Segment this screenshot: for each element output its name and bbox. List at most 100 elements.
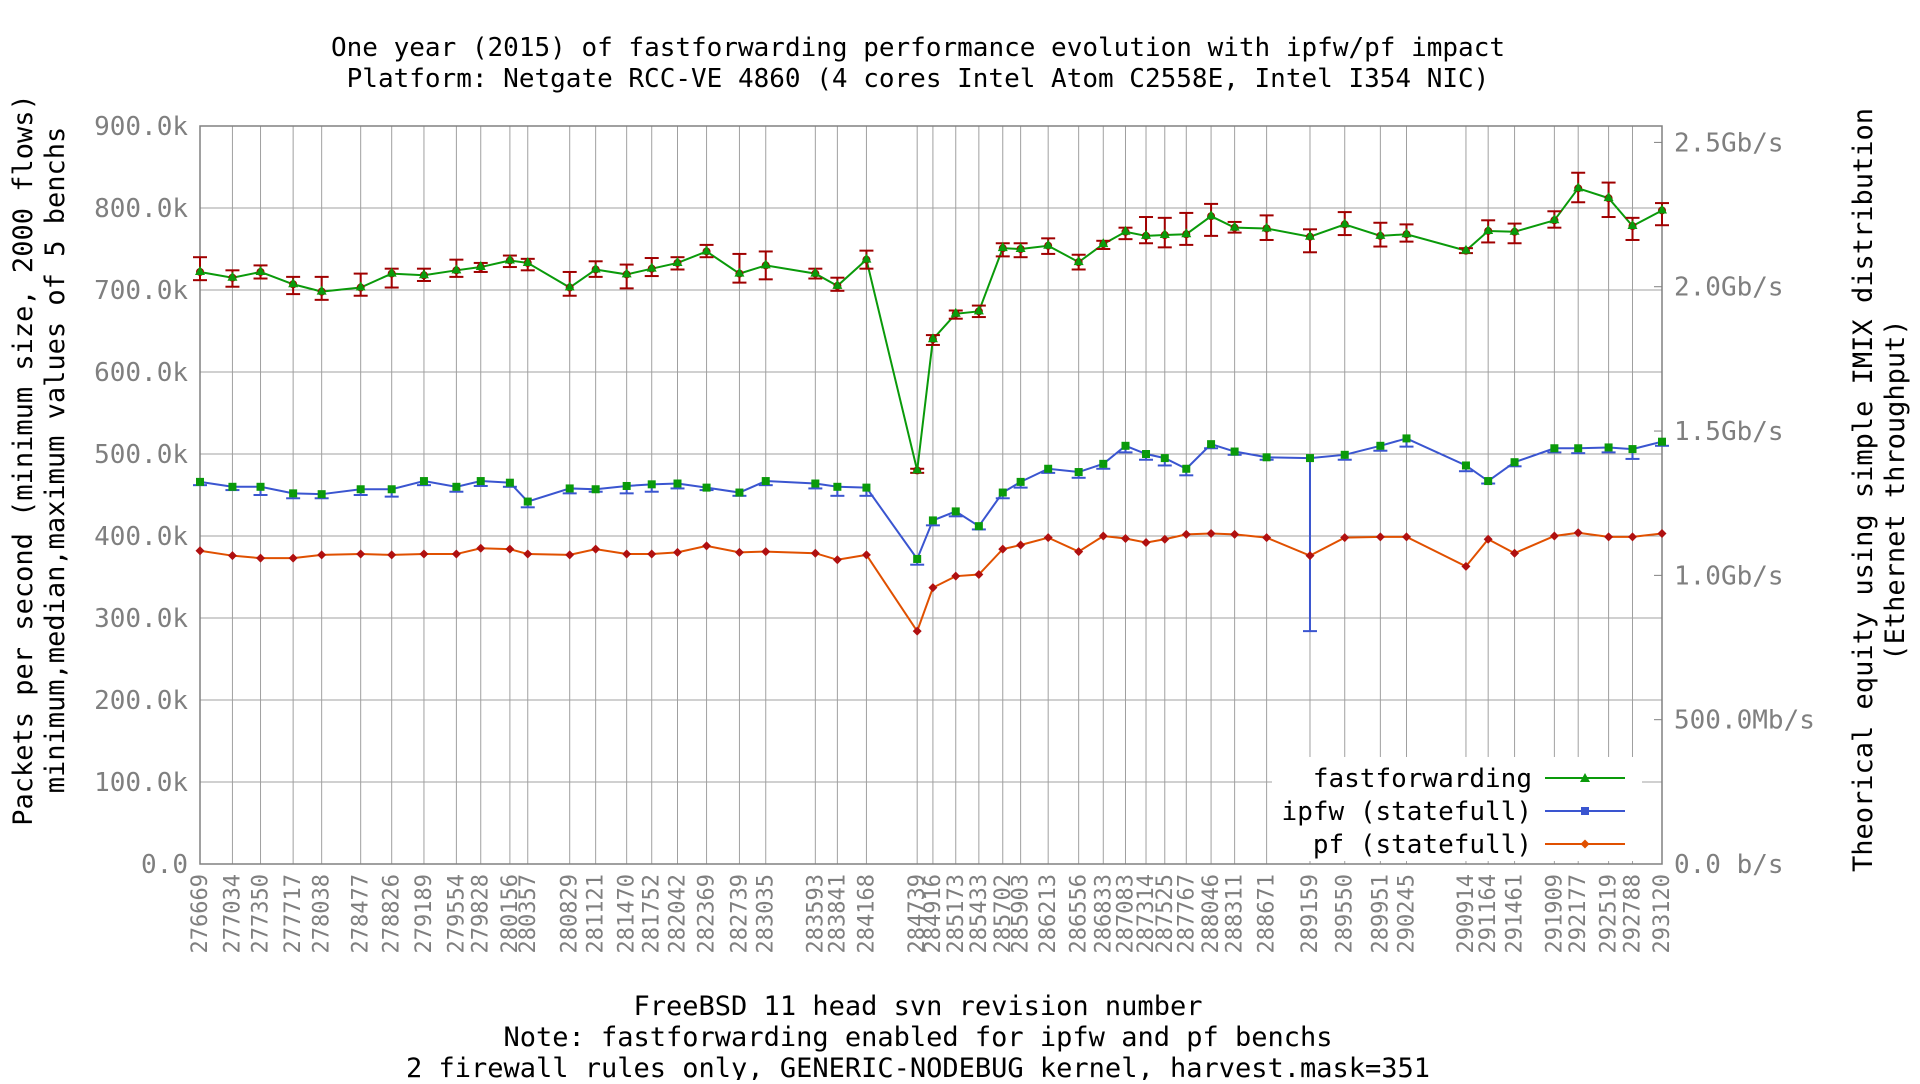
point-fastforwarding-marker <box>504 254 515 264</box>
point-fastforwarding-marker <box>522 256 533 266</box>
x-tick-label: 276669 <box>188 874 213 953</box>
y2-tick-label: 500.0Mb/s <box>1674 706 1815 736</box>
point-fastforwarding-marker <box>1509 225 1520 235</box>
point-fastforwarding-marker <box>701 245 712 255</box>
x-tick-label: 278477 <box>349 874 374 953</box>
x-tick-label: 291164 <box>1476 874 1501 953</box>
x-axis-title-line-2: Note: fastforwarding enabled for ipfw an… <box>503 1022 1332 1053</box>
y-tick-label: 600.0k <box>94 358 188 388</box>
point-pf <box>288 553 298 563</box>
x-tick-label: 282739 <box>727 874 752 953</box>
y-tick-label: 900.0k <box>94 112 188 142</box>
point-fastforwarding-marker <box>1206 210 1217 220</box>
point-pf <box>672 547 682 557</box>
point-pf <box>1230 529 1240 539</box>
point-fastforwarding-marker <box>316 285 327 295</box>
point-ipfw <box>1099 459 1108 468</box>
point-fastforwarding-marker <box>195 265 205 275</box>
x-tick-label: 288311 <box>1223 874 1248 953</box>
point-ipfw <box>811 479 820 488</box>
x-tick-label: 289159 <box>1298 874 1323 953</box>
x-axis-title-line-3: 2 firewall rules only, GENERIC-NODEBUG k… <box>406 1053 1430 1080</box>
series-line-fastforwarding <box>199 187 1663 471</box>
point-pf <box>195 546 205 556</box>
point-fastforwarding-marker <box>1229 221 1240 231</box>
point-fastforwarding-marker <box>1549 214 1560 224</box>
y-tick-label: 100.0k <box>94 768 188 798</box>
point-ipfw <box>951 507 960 516</box>
y-tick-label: 500.0k <box>94 440 188 470</box>
point-fastforwarding-marker <box>451 264 462 274</box>
point-ipfw <box>565 484 574 493</box>
x-tick-label: 279828 <box>469 874 494 953</box>
point-fastforwarding-marker <box>760 259 771 269</box>
point-pf <box>1043 533 1053 543</box>
x-tick-label: 287525 <box>1153 874 1178 953</box>
point-fastforwarding-marker <box>1375 229 1386 239</box>
point-pf <box>734 547 744 557</box>
x-tick-label: 284739 <box>905 874 930 953</box>
point-pf <box>1181 529 1191 539</box>
point-pf <box>1120 533 1130 543</box>
point-pf <box>1549 531 1559 541</box>
series-line-pf <box>199 531 1663 634</box>
x-tick-label: 286213 <box>1036 874 1061 953</box>
y2-axis-title-line-1: Theorical equity using simple IMIX distr… <box>1848 108 1879 872</box>
point-fastforwarding-marker <box>973 305 984 315</box>
point-fastforwarding-marker <box>227 271 238 281</box>
point-ipfw <box>1160 454 1169 463</box>
point-pf <box>1657 529 1667 539</box>
point-fastforwarding-marker <box>386 267 397 277</box>
point-pf <box>1573 528 1583 538</box>
x-tick-label: 282042 <box>665 874 690 953</box>
point-ipfw <box>1461 461 1470 470</box>
x-axis-title-line-1: FreeBSD 11 head svn revision number <box>634 991 1203 1022</box>
y-tick-label: 800.0k <box>94 194 188 224</box>
point-ipfw <box>505 478 514 487</box>
point-pf <box>523 549 533 559</box>
point-ipfw <box>256 482 265 491</box>
point-fastforwarding-marker <box>1573 182 1584 192</box>
series-ipfw <box>193 434 1669 633</box>
point-pf <box>317 550 327 560</box>
y-tick-label: 0.0 <box>141 850 188 880</box>
point-fastforwarding-marker <box>564 281 575 291</box>
point-ipfw <box>1340 450 1349 459</box>
point-pf <box>810 548 820 558</box>
point-fastforwarding-marker <box>950 307 961 317</box>
point-fastforwarding-marker <box>1339 218 1350 228</box>
x-tick-label: 291461 <box>1503 874 1528 953</box>
point-fastforwarding-marker <box>1657 204 1667 214</box>
point-pf <box>1206 529 1216 539</box>
y2-tick-label: 1.0Gb/s <box>1674 561 1784 591</box>
point-fastforwarding-marker <box>1120 225 1131 235</box>
point-pf <box>1510 548 1520 558</box>
y-axis-title-line-2: minimum,median,maximum values of 5 bench… <box>40 127 71 793</box>
point-pf <box>1141 538 1151 548</box>
point-ipfw <box>387 485 396 494</box>
legend-marker-ipfw <box>1581 807 1589 815</box>
x-tick-label: 281752 <box>640 874 665 953</box>
point-ipfw <box>1305 454 1314 463</box>
point-pf <box>861 550 871 560</box>
x-tick-label: 287767 <box>1174 874 1199 953</box>
point-ipfw <box>523 497 532 506</box>
x-tick-label: 285702 <box>991 874 1016 953</box>
chart-title: One year (2015) of fastforwarding perfor… <box>331 33 1505 94</box>
x-tick-label: 279554 <box>444 874 469 953</box>
point-ipfw <box>1121 441 1130 450</box>
point-ipfw <box>1074 468 1083 477</box>
point-pf <box>1483 534 1493 544</box>
x-tick-label: 292519 <box>1597 874 1622 953</box>
point-pf <box>1074 547 1084 557</box>
x-tick-label: 280829 <box>558 874 583 953</box>
legend-marker-pf <box>1580 839 1590 849</box>
point-ipfw <box>1550 444 1559 453</box>
point-pf <box>1604 532 1614 542</box>
point-fastforwarding-marker <box>861 253 872 263</box>
point-ipfw <box>761 477 770 486</box>
point-pf <box>1016 540 1026 550</box>
point-pf <box>387 550 397 560</box>
point-fastforwarding-marker <box>1181 228 1192 238</box>
x-tick-label: 280357 <box>516 874 541 953</box>
